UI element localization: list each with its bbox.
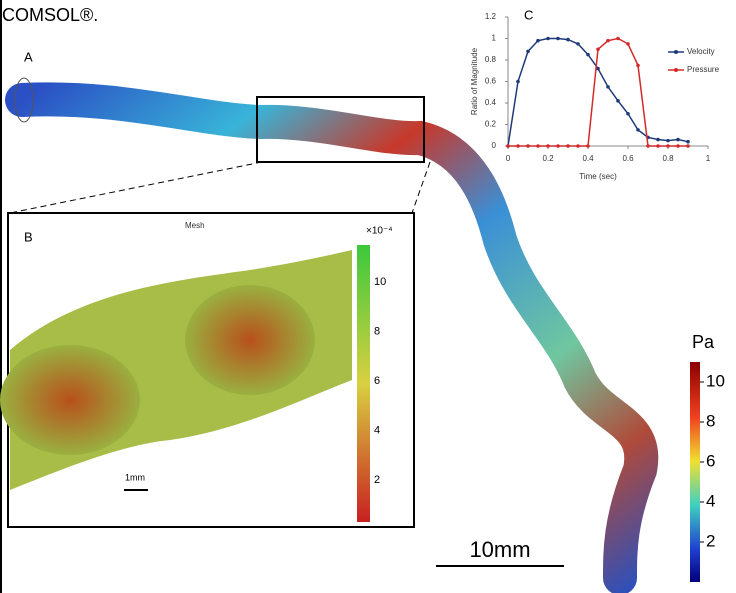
- series-line: [508, 37, 688, 147]
- x-axis-title: Time (sec): [579, 172, 617, 181]
- inset-tick-label: 6: [374, 375, 380, 387]
- inset-title: Mesh: [185, 221, 205, 230]
- inlet: [14, 77, 34, 123]
- colorbar-tick-label: 10: [706, 371, 725, 390]
- point: [676, 137, 680, 142]
- y-tick-label: 1: [492, 34, 497, 43]
- zoom-line: [411, 161, 431, 214]
- y-tick-label: 0: [492, 141, 497, 150]
- inset-tick-label: 2: [374, 474, 380, 486]
- inset-exponent: ×10⁻⁴: [366, 226, 393, 237]
- point: [636, 128, 640, 132]
- panel-label: C: [524, 7, 533, 22]
- point: [546, 144, 550, 148]
- point: [636, 63, 640, 68]
- y-tick-label: 0.2: [485, 120, 497, 129]
- inset-scale: 1mm: [125, 472, 145, 482]
- point: [656, 137, 660, 142]
- zoom-line: [9, 161, 263, 214]
- point: [566, 144, 570, 148]
- point: [596, 47, 600, 52]
- legend-marker: [674, 50, 678, 54]
- colorbar: [690, 362, 700, 582]
- vessel: [5, 82, 659, 593]
- caption: COMSOL®.: [2, 5, 98, 25]
- point: [606, 38, 610, 43]
- point: [626, 42, 630, 46]
- legend-marker: [674, 68, 678, 72]
- point: [676, 144, 680, 148]
- point: [526, 49, 530, 54]
- chart: 0 0.2 0.4 0.6 0.8 1 1.2 0 0.2 0.4 0.6 0.8 1 Time (sec…: [470, 12, 719, 181]
- point: [556, 36, 560, 41]
- point: [646, 144, 650, 148]
- point: [666, 144, 670, 148]
- panel-label: B: [24, 229, 33, 244]
- point: [536, 144, 540, 148]
- mesh-blob: [185, 285, 315, 395]
- point: [596, 66, 600, 71]
- point: [616, 36, 620, 41]
- point: [506, 144, 510, 148]
- x-tick-label: 0.8: [662, 154, 674, 163]
- x-tick-label: 0.2: [542, 154, 554, 163]
- point: [586, 52, 590, 57]
- point: [656, 144, 660, 148]
- colorbar-unit: Pa: [692, 332, 715, 352]
- inset-tick-group: 10 8 6 4 2: [374, 276, 386, 486]
- point: [686, 144, 690, 148]
- x-tick-label: 0.4: [582, 154, 594, 163]
- mesh-blob: [0, 345, 140, 455]
- colorbar-tick-label: 4: [706, 491, 715, 510]
- zoom-box: [256, 96, 425, 163]
- inset-tick-label: 4: [374, 424, 380, 436]
- point: [536, 38, 540, 43]
- inset-tick-label: 8: [374, 325, 380, 337]
- point: [516, 144, 520, 148]
- point: [626, 111, 630, 116]
- y-axis-title: Ratio of Magnitude: [470, 47, 479, 115]
- point: [666, 138, 670, 143]
- point: [546, 36, 550, 41]
- y-tick-label: 1.2: [485, 12, 497, 21]
- y-tick-label: 0.4: [485, 98, 497, 107]
- point: [556, 144, 560, 148]
- colorbar-tick-group: 10 8 6 4 2: [700, 371, 725, 550]
- point: [526, 144, 530, 148]
- point: [606, 85, 610, 89]
- scale-label: 10mm: [469, 537, 530, 562]
- point: [686, 139, 690, 144]
- colorbar-tick-label: 6: [706, 451, 715, 470]
- x-tick-label: 0.6: [622, 154, 634, 163]
- panel-label: A: [24, 49, 33, 64]
- point: [616, 99, 620, 103]
- legend-label: Pressure: [687, 65, 720, 74]
- point: [516, 79, 520, 84]
- x-tick-label: 0: [506, 154, 511, 163]
- point: [576, 144, 580, 148]
- colorbar-tick-label: 8: [706, 411, 715, 430]
- legend-label: Velocity: [687, 47, 715, 56]
- point: [586, 144, 590, 148]
- x-tick-label: 1: [706, 154, 711, 163]
- y-tick-label: 0.8: [485, 55, 497, 64]
- point: [566, 37, 570, 42]
- inset-tick-label: 10: [374, 276, 386, 288]
- colorbar-tick-label: 2: [706, 531, 715, 550]
- point: [576, 42, 580, 46]
- y-tick-label: 0.6: [485, 77, 497, 86]
- inset-colorbar: [357, 245, 370, 522]
